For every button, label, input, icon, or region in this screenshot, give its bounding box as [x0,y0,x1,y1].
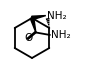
Polygon shape [30,18,36,32]
Text: O: O [25,33,33,43]
Text: NH₂: NH₂ [47,11,66,21]
Polygon shape [32,16,46,20]
Text: NH₂: NH₂ [51,30,70,40]
